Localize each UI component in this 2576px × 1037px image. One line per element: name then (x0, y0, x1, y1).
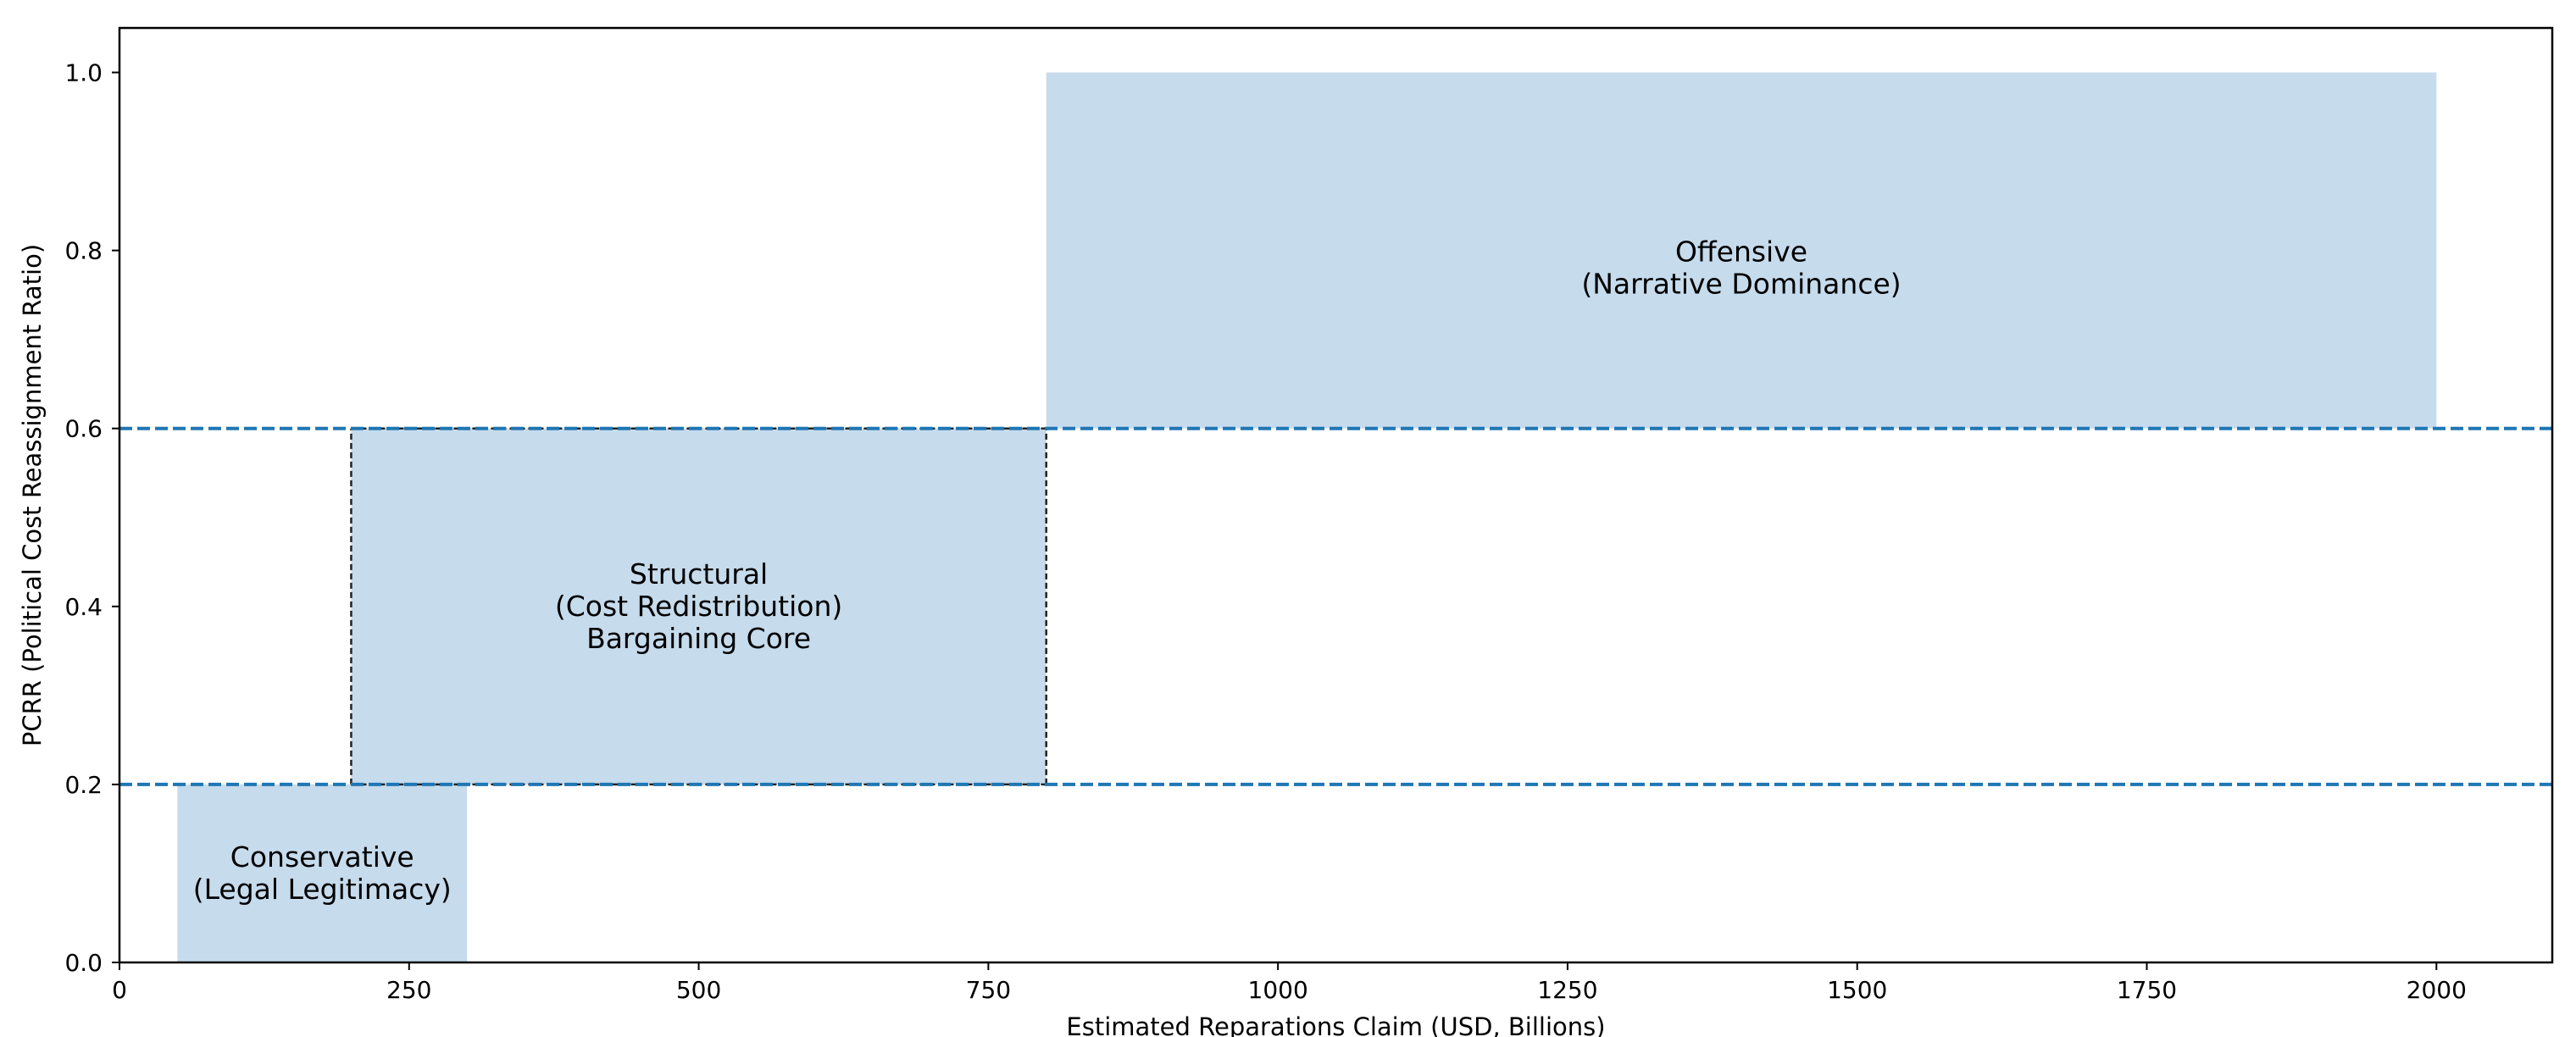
region-label-line: Offensive (1675, 236, 1807, 269)
x-tick-label: 1250 (1537, 976, 1597, 1004)
y-tick-label: 0.8 (64, 237, 103, 265)
y-tick-label: 0.2 (64, 771, 103, 799)
x-tick-label: 500 (676, 976, 721, 1004)
region-label-line: (Narrative Dominance) (1581, 268, 1901, 301)
x-tick-label: 0 (112, 976, 127, 1004)
x-tick-label: 1000 (1248, 976, 1308, 1004)
y-tick-label: 1.0 (64, 59, 103, 87)
y-axis-label: PCRR (Political Cost Reassignment Ratio) (18, 244, 47, 746)
threshold-lines-layer (119, 426, 2552, 786)
plot-frame (118, 26, 2554, 964)
region-label-structural: Structural (Cost Redistribution) Bargainin… (555, 557, 842, 655)
x-tick-label: 750 (966, 976, 1011, 1004)
region-label-line: Bargaining Core (586, 622, 811, 655)
x-tick-label: 1750 (2117, 976, 2177, 1004)
x-axis-label: Estimated Reparations Claim (USD, Billio… (1066, 1012, 1605, 1037)
region-label-offensive: Offensive (Narrative Dominance) (1581, 236, 1901, 301)
region-label-line: (Cost Redistribution) (555, 590, 842, 623)
region-offensive (1046, 72, 2437, 429)
region-structural (351, 428, 1046, 785)
x-tick-label: 2000 (2407, 976, 2467, 1004)
y-tick-label: 0.6 (64, 415, 103, 443)
region-label-line: Conservative (230, 840, 414, 873)
region-label-conservative: Conservative (Legal Legitimacy) (193, 840, 452, 906)
region-conservative (177, 784, 468, 962)
region-labels-layer: Conservative (Legal Legitimacy) Structural… (193, 236, 1901, 906)
y-tick-label: 0.4 (64, 593, 103, 621)
y-tick-label: 0.0 (64, 949, 103, 977)
ticks-layer: 0 250 500 750 1000 1250 1500 1750 2000 0.0 0.2 0.4 0… (64, 59, 2466, 1004)
region-label-line: Structural (630, 557, 768, 591)
x-tick-label: 250 (386, 976, 431, 1004)
regions-layer (177, 72, 2437, 962)
x-tick-label: 1500 (1827, 976, 1887, 1004)
region-label-line: (Legal Legitimacy) (193, 873, 452, 906)
